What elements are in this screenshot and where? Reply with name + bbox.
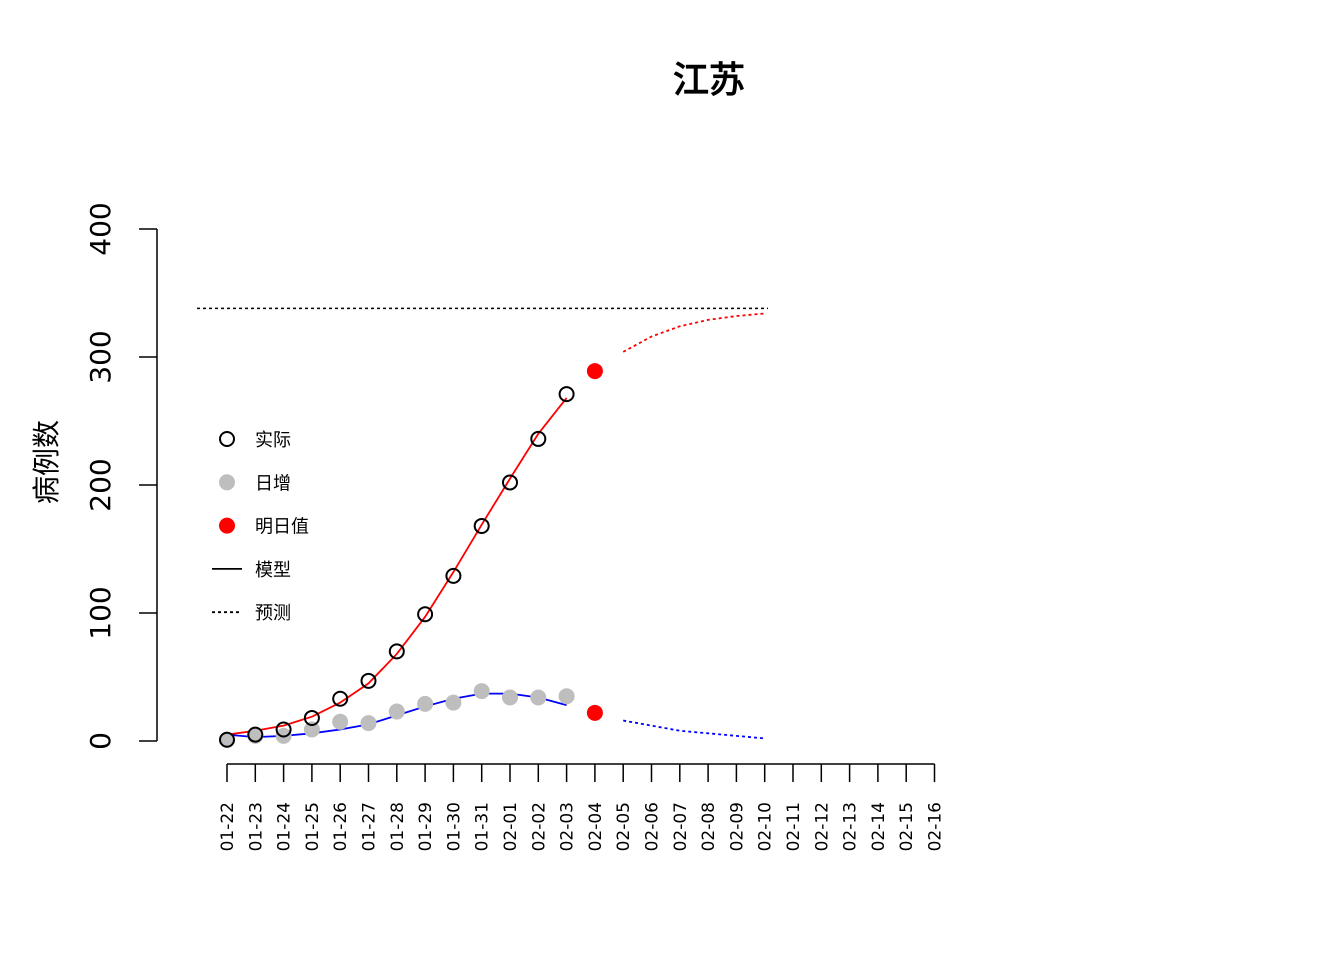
x-tick-label: 01-23 xyxy=(246,802,266,851)
actual-point xyxy=(473,517,490,534)
x-tick-label: 01-22 xyxy=(218,802,238,851)
actual-point xyxy=(360,672,377,689)
x-tick-label: 01-25 xyxy=(303,802,323,851)
actual-point xyxy=(417,606,434,623)
actual-point xyxy=(247,726,264,743)
legend-item: 日增 xyxy=(219,473,291,494)
daily-point xyxy=(417,695,434,712)
chart-title: 江苏 xyxy=(673,60,745,101)
legend-item: 模型 xyxy=(212,560,291,581)
actual-point xyxy=(445,567,462,584)
daily-point xyxy=(558,688,575,705)
x-tick-label: 02-12 xyxy=(812,802,832,851)
x-tick-label: 01-29 xyxy=(416,802,436,851)
legend-item: 明日值 xyxy=(219,517,309,538)
x-tick-label: 02-11 xyxy=(784,802,804,851)
x-tick-label: 01-27 xyxy=(360,802,380,851)
y-tick-label: 400 xyxy=(84,202,117,255)
x-tick-label: 02-01 xyxy=(501,802,521,851)
actual-point xyxy=(502,474,518,491)
actual-point xyxy=(388,643,405,660)
x-tick-label: 01-28 xyxy=(388,802,408,851)
legend-label: 模型 xyxy=(255,560,291,581)
y-tick-label: 100 xyxy=(84,586,117,639)
daily-point xyxy=(473,683,490,700)
legend-open-circle-icon xyxy=(219,431,235,447)
actual-point xyxy=(219,731,235,748)
x-tick-label: 02-03 xyxy=(558,802,578,851)
actual-point xyxy=(332,690,349,707)
x-tick-label: 01-26 xyxy=(331,802,351,851)
x-tick-label: 02-09 xyxy=(727,802,747,851)
daily-point xyxy=(303,721,320,738)
legend-item: 预测 xyxy=(212,603,291,624)
x-tick-label: 02-10 xyxy=(756,802,776,851)
x-tick-label: 02-06 xyxy=(643,802,663,851)
daily-point xyxy=(502,689,518,706)
model-cumulative-line xyxy=(226,397,568,736)
daily-point xyxy=(332,713,349,730)
x-tick-label: 01-30 xyxy=(444,802,464,851)
x-axis: 01-22 01-23 01-24 01-25 01-26 01-27 01-28 01-29… xyxy=(218,763,946,851)
x-tick-label: 02-07 xyxy=(671,802,691,851)
legend-label: 预测 xyxy=(255,603,291,624)
series-points xyxy=(219,363,603,748)
forecast-daily-line xyxy=(623,719,765,740)
legend-label: 明日值 xyxy=(255,517,309,538)
tomorrow-cumulative-point xyxy=(586,363,603,380)
x-tick-label: 02-02 xyxy=(529,802,549,851)
daily-point xyxy=(388,703,405,720)
y-axis: 0 100 200 300 400 xyxy=(84,202,158,750)
daily-point xyxy=(445,694,462,711)
x-tick-label: 02-14 xyxy=(869,802,889,851)
tomorrow-daily-point xyxy=(586,704,603,721)
legend-gray-dot-icon xyxy=(219,474,235,491)
x-tick-label: 02-15 xyxy=(897,802,917,851)
x-tick-label: 02-08 xyxy=(699,802,719,851)
daily-point xyxy=(530,689,547,706)
x-tick-label: 01-31 xyxy=(473,802,493,851)
actual-point xyxy=(303,709,320,726)
forecast-cumulative-line xyxy=(622,312,765,353)
daily-point xyxy=(219,731,235,748)
actual-point xyxy=(275,721,292,738)
x-tick-label: 02-05 xyxy=(614,802,634,851)
legend-label: 实际 xyxy=(255,430,291,451)
y-tick-label: 200 xyxy=(84,458,117,511)
legend-red-dot-icon xyxy=(219,517,235,534)
y-tick-label: 300 xyxy=(84,330,117,383)
actual-point xyxy=(530,430,547,447)
x-tick-label: 02-16 xyxy=(926,802,946,851)
daily-point xyxy=(360,715,377,732)
actual-point xyxy=(558,386,575,403)
x-tick-label: 02-04 xyxy=(586,802,606,851)
x-tick-label: 02-13 xyxy=(841,802,861,851)
x-tick-label: 01-24 xyxy=(275,802,295,851)
y-axis-label: 病例数 xyxy=(30,420,63,504)
y-tick-label: 0 xyxy=(84,732,117,750)
legend-label: 日增 xyxy=(255,473,291,494)
legend-item: 实际 xyxy=(219,430,291,451)
